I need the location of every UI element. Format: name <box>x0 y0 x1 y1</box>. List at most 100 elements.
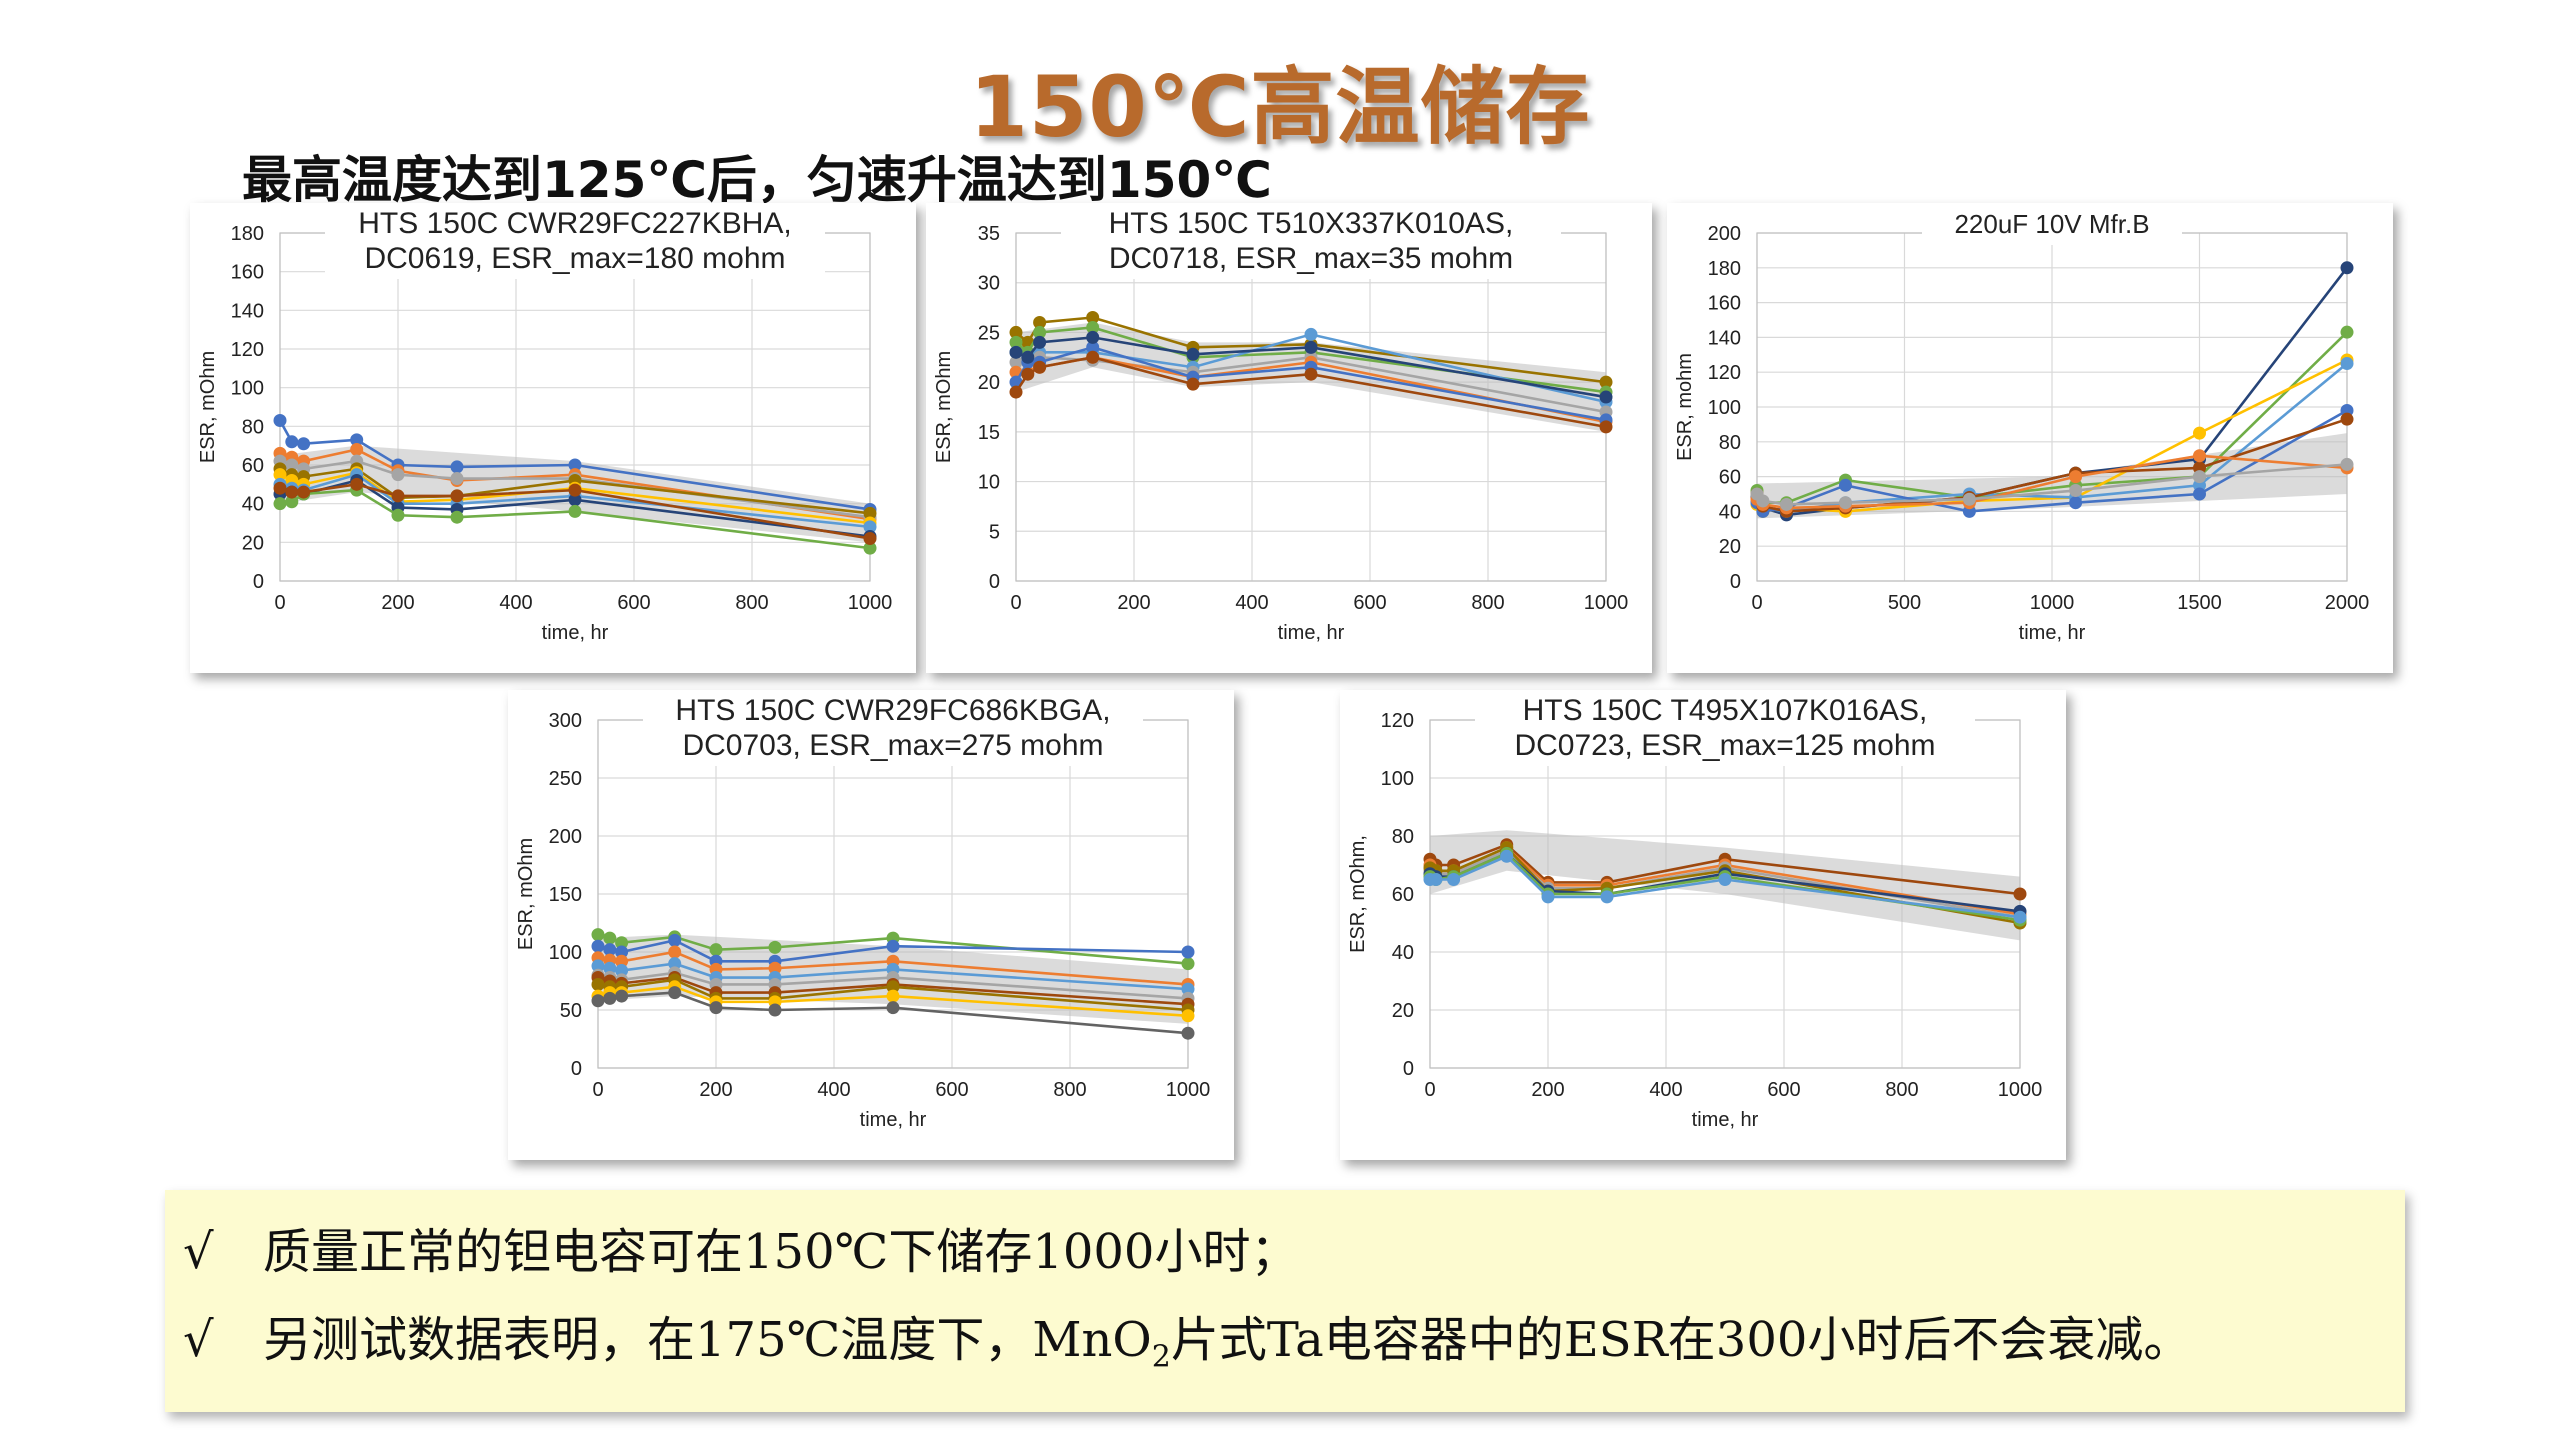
x-tick-label: 400 <box>817 1079 850 1101</box>
data-point-series-2 <box>668 933 682 947</box>
data-point-series-6 <box>1086 340 1100 354</box>
data-point-series-3 <box>768 961 782 975</box>
data-point-series-3 <box>450 472 464 486</box>
y-axis-label: ESR, mohm <box>1674 353 1696 461</box>
y-tick-label: 25 <box>978 322 1000 344</box>
y-axis-label: ESR, mOhm, <box>1347 835 1369 953</box>
x-tick-label: 1000 <box>1166 1079 1211 1101</box>
data-point-series-8 <box>391 508 405 522</box>
data-point-series-5 <box>2193 487 2206 501</box>
data-point-series-2 <box>603 943 617 957</box>
y-tick-label: 160 <box>1708 293 1741 315</box>
chart-cwr29fc686kbga: 0 200 400 600 800 1000 0 50 100 150 200 250 300 time,… <box>515 694 1211 1131</box>
data-point-series-8 <box>1021 367 1035 381</box>
data-point-series-8 <box>1780 497 1793 511</box>
x-tick-label: 600 <box>1353 592 1386 614</box>
data-point-series-1 <box>568 458 582 472</box>
y-tick-label: 100 <box>231 378 264 400</box>
chart-220uf-10v-mfrb: 0 500 1000 1500 2000 0 20 40 60 80 100 120 140 160 180… <box>1674 207 2369 644</box>
data-point-series-1 <box>603 931 617 945</box>
data-point-series-2 <box>1086 320 1100 334</box>
conclusion-line-2: √ 另测试数据表明，在175℃温度下，MnO2片式Ta电容器中的ESR在300小时… <box>183 1300 2191 1375</box>
data-point-series-8 <box>1086 350 1100 364</box>
y-tick-label: 15 <box>978 422 1000 444</box>
y-tick-label: 180 <box>1708 258 1741 280</box>
data-point-series-8 <box>1839 496 1852 510</box>
data-point-series-8 <box>1186 377 1200 391</box>
y-tick-label: 5 <box>989 521 1000 543</box>
data-point-series-4 <box>603 961 617 975</box>
y-tick-label: 40 <box>1392 942 1414 964</box>
data-point-series-1 <box>1086 311 1100 325</box>
conclusion-line-1: √ 质量正常的钽电容可在150℃下储存1000小时； <box>183 1212 1298 1282</box>
y-tick-label: 60 <box>1719 467 1741 489</box>
data-point-series-7 <box>1009 345 1023 359</box>
chart-title-line: HTS 150C CWR29FC227KBHA, <box>358 207 791 240</box>
chart-cwr29fc227kbha: 0 200 400 600 800 1000 0 20 40 60 80 100 120 140 160 18… <box>197 207 892 644</box>
chart-t510x337k010as: 0 200 400 600 800 1000 0 5 10 15 20 25 30 35 time, hr E… <box>933 207 1629 644</box>
y-tick-label: 60 <box>1392 884 1414 906</box>
conclusion-box: √ 质量正常的钽电容可在150℃下储存1000小时； √ 另测试数据表明，在175℃… <box>165 1190 2405 1412</box>
data-point-series-1 <box>591 928 605 942</box>
x-tick-label: 1000 <box>1584 592 1629 614</box>
y-tick-label: 0 <box>571 1058 582 1080</box>
data-point-series-7 <box>1599 390 1613 404</box>
data-point-series-1 <box>297 437 311 451</box>
data-point-series-2 <box>350 443 364 457</box>
x-tick-label: 800 <box>1053 1079 1086 1101</box>
data-point-series-8 <box>1181 1009 1195 1023</box>
data-point-series-2 <box>886 939 900 953</box>
data-point-series-3 <box>2193 426 2206 440</box>
data-point-series-8 <box>1962 492 1976 506</box>
data-point-series-2 <box>591 939 605 953</box>
x-tick-label: 400 <box>1235 592 1268 614</box>
data-point-series-9 <box>615 989 629 1003</box>
y-tick-label: 100 <box>1381 768 1414 790</box>
data-point-series-3 <box>391 468 405 482</box>
data-point-series-1 <box>350 433 364 447</box>
data-point-series-9 <box>391 489 405 503</box>
y-tick-label: 0 <box>253 571 264 593</box>
y-tick-label: 10 <box>978 472 1000 494</box>
y-tick-label: 50 <box>560 1000 582 1022</box>
data-point-series-4 <box>1009 355 1023 369</box>
data-point-series-7 <box>1086 330 1100 344</box>
data-point-series-7 <box>1304 340 1318 354</box>
data-point-series-8 <box>568 504 582 518</box>
y-tick-label: 140 <box>1708 327 1741 349</box>
y-tick-label: 120 <box>231 339 264 361</box>
data-point-series-1 <box>709 943 723 957</box>
x-axis-label: time, hr <box>860 1109 927 1131</box>
y-tick-label: 120 <box>1708 362 1741 384</box>
chart-title-background <box>643 694 1143 766</box>
data-point-series-7 <box>591 977 605 991</box>
x-axis-label: time, hr <box>1692 1109 1759 1131</box>
data-point-series-7 <box>886 980 900 994</box>
chart-panel-4: 0 200 400 600 800 1000 0 50 100 150 200 250 300 time,… <box>508 690 1234 1160</box>
y-tick-label: 150 <box>549 884 582 906</box>
chart-title-line: 220uF 10V Mfr.B <box>1954 209 2149 239</box>
data-point-series-7 <box>1600 890 1614 904</box>
x-tick-label: 600 <box>617 592 650 614</box>
chart-panel-2: 0 200 400 600 800 1000 0 5 10 15 20 25 30 35 time, hr E… <box>926 203 1652 673</box>
data-point-series-7 <box>1033 335 1047 349</box>
data-point-series-8 <box>1304 367 1318 381</box>
data-point-series-8 <box>450 510 464 524</box>
data-point-series-3 <box>668 945 682 959</box>
x-tick-label: 200 <box>1117 592 1150 614</box>
data-point-series-7 <box>568 493 582 507</box>
y-tick-label: 40 <box>242 494 264 516</box>
y-tick-label: 200 <box>1708 223 1741 245</box>
chart-title-line: HTS 150C CWR29FC686KBGA, <box>675 694 1110 727</box>
data-point-series-5 <box>273 468 287 482</box>
data-point-series-2 <box>1033 325 1047 339</box>
x-axis-label: time, hr <box>542 622 609 644</box>
x-tick-label: 600 <box>1767 1079 1800 1101</box>
x-tick-label: 0 <box>1010 592 1021 614</box>
data-point-series-8 <box>2069 484 2083 498</box>
y-tick-label: 80 <box>1392 826 1414 848</box>
y-tick-label: 250 <box>549 768 582 790</box>
conclusion-text-2b: 片式Ta电容器中的ESR在300小时后不会衰减。 <box>1170 1312 2192 1368</box>
data-point-series-3 <box>615 954 629 968</box>
chart-title-background <box>1061 207 1561 279</box>
